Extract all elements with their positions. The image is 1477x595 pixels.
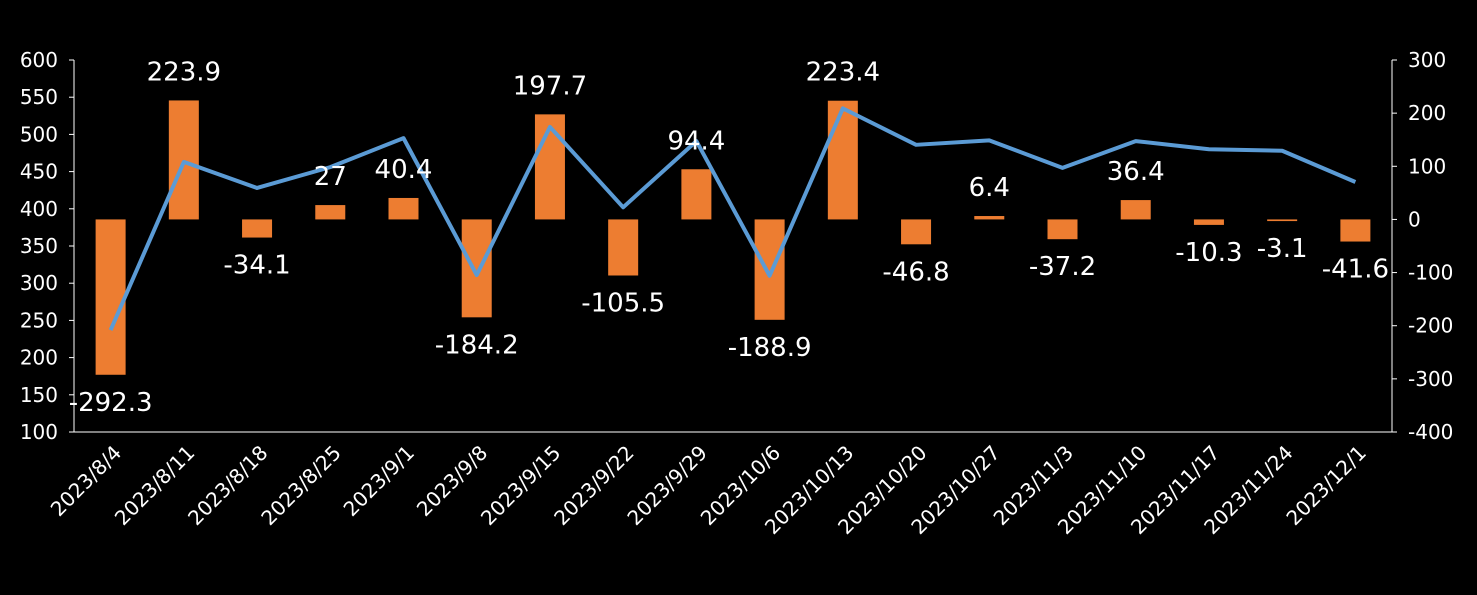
right-tick-label: 100 xyxy=(1408,154,1446,178)
right-tick-label: 200 xyxy=(1408,101,1446,125)
bar xyxy=(901,219,931,244)
left-tick-label: 450 xyxy=(20,160,58,184)
bar-data-label: -34.1 xyxy=(223,251,290,281)
left-tick-label: 250 xyxy=(20,308,58,332)
x-tick-label: 2023/9/1 xyxy=(339,441,419,521)
left-tick-label: 600 xyxy=(20,48,58,72)
bar xyxy=(755,219,785,319)
bar-data-label: 6.4 xyxy=(969,173,1010,203)
bar xyxy=(96,219,126,374)
bar-data-label: 40.4 xyxy=(375,155,433,185)
bar-data-label: -46.8 xyxy=(882,257,949,287)
bar-data-label: -10.3 xyxy=(1175,238,1242,268)
bar xyxy=(1121,200,1151,219)
bar-data-label: -41.6 xyxy=(1322,255,1389,285)
bar-data-label: 94.4 xyxy=(667,126,725,156)
right-tick-label: 300 xyxy=(1408,48,1446,72)
x-tick-label: 2023/8/25 xyxy=(256,441,345,530)
bar-data-label: -37.2 xyxy=(1029,252,1096,282)
right-tick-label: -300 xyxy=(1408,367,1453,391)
bar xyxy=(315,205,345,219)
right-tick-label: -400 xyxy=(1408,420,1453,444)
bar xyxy=(681,169,711,219)
right-tick-label: -200 xyxy=(1408,314,1453,338)
bar-data-label: -105.5 xyxy=(581,288,665,318)
bar xyxy=(828,101,858,220)
bar xyxy=(462,219,492,317)
left-tick-label: 350 xyxy=(20,234,58,258)
left-tick-label: 200 xyxy=(20,346,58,370)
bar xyxy=(389,198,419,219)
bar-data-label: 27 xyxy=(314,162,347,192)
bar-data-label: -184.2 xyxy=(435,330,519,360)
x-tick-label: 2023/12/1 xyxy=(1281,441,1370,530)
bar-data-label: 223.4 xyxy=(806,58,880,88)
bar xyxy=(1048,219,1078,239)
bar xyxy=(1267,219,1297,221)
line-series xyxy=(111,108,1356,330)
bar xyxy=(1340,219,1370,241)
bar xyxy=(242,219,272,237)
left-tick-label: 150 xyxy=(20,383,58,407)
left-tick-label: 300 xyxy=(20,271,58,295)
bar-data-label: 223.9 xyxy=(147,57,221,87)
bar xyxy=(608,219,638,275)
left-tick-label: 400 xyxy=(20,197,58,221)
right-tick-label: 0 xyxy=(1408,207,1421,231)
bar-data-label: -188.9 xyxy=(728,333,812,363)
bar-data-label: -292.3 xyxy=(69,388,153,418)
bar-data-label: -3.1 xyxy=(1257,234,1308,264)
left-tick-label: 100 xyxy=(20,420,58,444)
left-tick-label: 500 xyxy=(20,122,58,146)
right-tick-label: -100 xyxy=(1408,261,1453,285)
bar xyxy=(974,216,1004,219)
bar xyxy=(1194,219,1224,224)
bar-data-label: 36.4 xyxy=(1107,157,1165,187)
left-tick-label: 550 xyxy=(20,85,58,109)
bar-data-label: 197.7 xyxy=(513,71,587,101)
